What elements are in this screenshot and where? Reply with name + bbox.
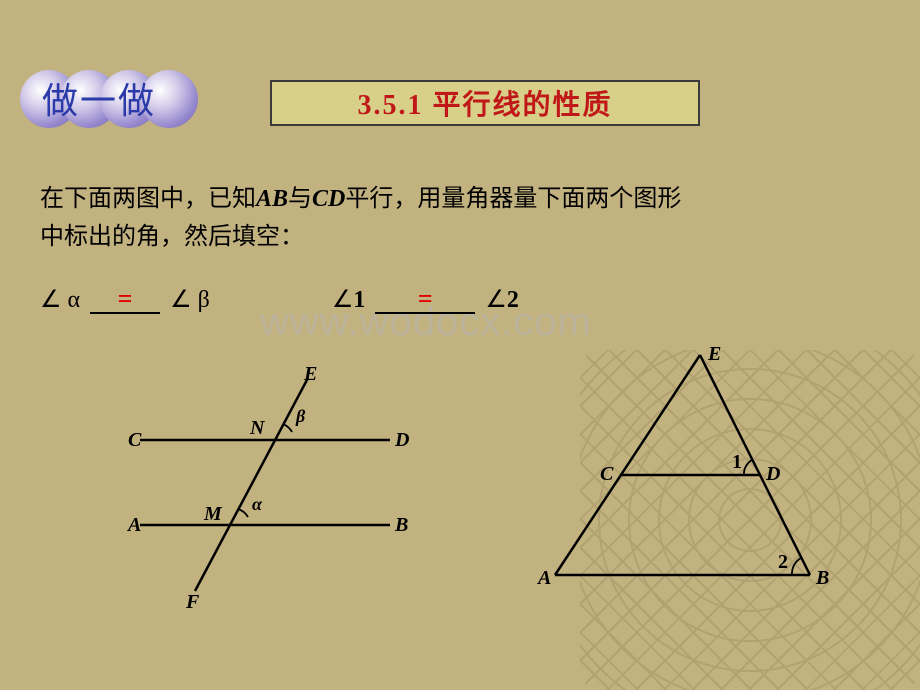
problem-mid: 与: [288, 186, 312, 212]
figures: C D A B E F N M β α E C D A B 1 2: [0, 350, 920, 670]
label-E2: E: [707, 343, 721, 365]
angle-symbol: ∠: [40, 287, 62, 313]
figure-2: E C D A B 1 2: [500, 340, 900, 640]
alpha-label: α: [68, 287, 81, 313]
section-title: 3.5.1 平行线的性质: [270, 80, 700, 126]
label-D2: D: [765, 463, 780, 485]
problem-cd: CD: [312, 186, 345, 212]
label-D: D: [394, 429, 409, 451]
label-N: N: [249, 417, 266, 439]
angle-symbol: ∠: [485, 287, 507, 313]
label-E: E: [303, 363, 317, 385]
fill-in-blanks: ∠ α = ∠ β ∠1 = ∠2: [40, 282, 519, 314]
label-B: B: [394, 514, 408, 536]
blank-2: =: [375, 282, 475, 314]
beta-label: β: [198, 287, 210, 313]
label-M: M: [203, 503, 223, 525]
label-angle1: 1: [732, 451, 742, 473]
problem-text-a: 在下面两图中，已知: [40, 186, 256, 212]
answer-equals-2: =: [418, 284, 433, 313]
two-label: 2: [507, 287, 519, 313]
figure-1: C D A B E F N M β α: [60, 350, 480, 650]
problem-line2: 中标出的角，然后填空：: [40, 224, 304, 250]
answer-equals-1: =: [118, 284, 133, 313]
blank-1: =: [90, 282, 160, 314]
label-A: A: [126, 514, 141, 536]
label-C2: C: [600, 463, 614, 485]
label-F: F: [185, 591, 200, 613]
label-B2: B: [815, 567, 829, 589]
problem-ab: AB: [256, 186, 288, 212]
label-C: C: [128, 429, 142, 451]
label-angle2: 2: [778, 551, 788, 573]
problem-statement: 在下面两图中，已知AB与CD平行，用量角器量下面两个图形 中标出的角，然后填空：: [40, 180, 880, 257]
label-A2: A: [536, 567, 551, 589]
bubble-label: 做一做: [42, 72, 156, 124]
problem-text-b: 平行，用量角器量下面两个图形: [345, 186, 681, 212]
label-alpha: α: [252, 494, 263, 514]
label-beta: β: [295, 406, 306, 426]
angle-symbol: ∠: [170, 287, 192, 313]
one-label: 1: [353, 287, 365, 313]
angle-symbol: ∠: [332, 287, 354, 313]
